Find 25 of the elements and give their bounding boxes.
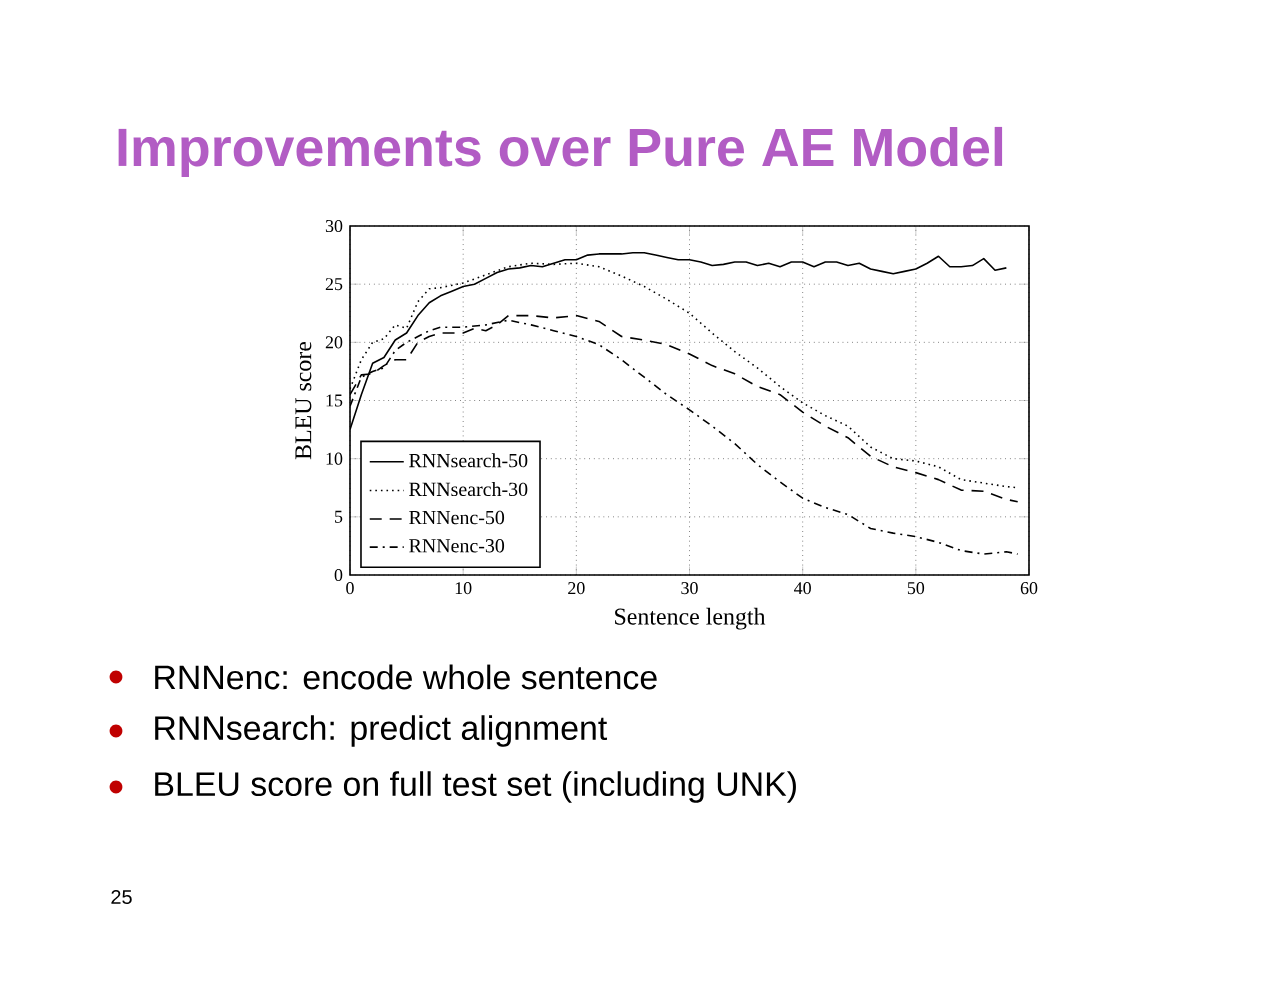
y-axis-title: BLEU score <box>295 341 312 460</box>
y-tick-label: 30 <box>325 219 343 233</box>
x-tick-label: 30 <box>681 582 698 595</box>
y-tick-label: 15 <box>326 394 343 407</box>
y-tick-label: 0 <box>334 568 343 582</box>
text: RNNsearch: predict alignment <box>155 715 608 747</box>
y-tick-label: 5 <box>335 510 343 523</box>
y-tick-label: 25 <box>325 278 343 291</box>
text: 25 <box>111 889 132 905</box>
x-tick-label: 40 <box>794 582 811 595</box>
x-tick-label: 60 <box>1020 582 1038 595</box>
chart-title: Improvements over Pure AE Model <box>118 126 1003 178</box>
x-axis-title: Sentence length <box>615 607 766 630</box>
text: BLEU score on full test set (including UNK) <box>155 771 796 803</box>
legend-label: RNNsearch-30 <box>409 482 528 497</box>
x-tick-label: 50 <box>907 582 925 595</box>
text: RNNenc: encode whole sentence <box>155 664 657 690</box>
x-tick-label: 10 <box>455 582 472 595</box>
y-tick-label: 10 <box>326 452 343 465</box>
x-tick-label: 20 <box>568 582 585 595</box>
y-tick-label: 20 <box>325 336 343 349</box>
x-tick-label: 0 <box>346 582 354 595</box>
legend-label: RNNsearch-50 <box>409 453 528 468</box>
legend-label: RNNenc-30 <box>409 539 505 553</box>
legend-label: RNNenc-50 <box>409 510 505 525</box>
